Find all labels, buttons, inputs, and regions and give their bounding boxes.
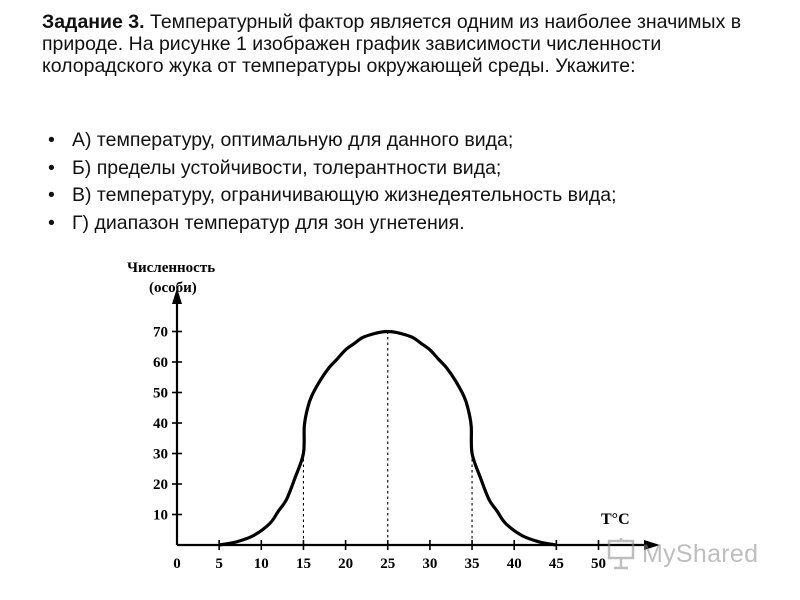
curve-point [420,343,423,345]
question-item: • В) температуру, ограничивающую жизнедея… [48,182,768,210]
y-tick-label: 20 [153,477,168,493]
question-list: • А) температуру, оптимальную для данного… [48,127,768,237]
presentation-board-icon [607,538,635,570]
task-number: Задание 3. [42,11,145,33]
curve-point [294,477,296,479]
chart-guides [302,331,473,545]
curve-point [353,343,355,345]
question-item: • А) температуру, оптимальную для данного… [48,127,768,155]
curve-point [302,452,305,455]
watermark-text: MyShared [642,539,759,568]
curve-point [446,367,448,369]
x-tick-label: 35 [465,556,480,572]
curve-point [336,358,338,360]
curve-point [479,477,482,479]
curve-point [319,379,321,381]
chart-labels: 0 5 10 15 20 25 30 35 40 45 50 10 20 30 40 50 60 70 Числен… [127,260,630,572]
x-tick-label: 30 [422,556,437,572]
question-text: Б) пределы устойчивости, толерантности в… [72,156,502,179]
y-tick-label: 60 [153,355,168,371]
curve-point [412,337,414,339]
curve-point [328,367,330,369]
y-tick-label: 30 [153,447,168,463]
curve-point [285,498,288,500]
x-tick-label: 5 [215,556,223,572]
curve-point [522,535,524,537]
x-axis-title: T°C [601,511,630,528]
bullet-mark: • [48,184,55,206]
curve-point [395,331,397,334]
x-tick-label: 10 [254,556,269,572]
bullet-mark: • [48,211,55,234]
curve-point [387,330,389,333]
y-tick-label: 10 [153,508,168,524]
y-tick-label: 50 [153,386,168,402]
x-tick-label: 45 [549,556,564,572]
curve-point [496,510,498,513]
curve-point [378,331,380,334]
curve-point [488,498,490,500]
watermark: MyShared [606,534,758,574]
question-text: А) температуру, оптимальную для данного … [72,129,514,151]
chart-curve-group [218,329,557,547]
curve-point [269,523,271,525]
curve-point [429,349,431,351]
curve-point [252,535,254,537]
curve-point [235,541,237,543]
curve-point [370,333,372,336]
x-tick-label: 40 [507,556,522,572]
x-tick-label: 25 [380,556,395,572]
curve-point [454,379,456,381]
curve-point [307,407,309,409]
curve-point [538,541,541,543]
x-tick-label: 0 [173,556,181,572]
y-tick-label: 40 [153,416,168,432]
chart-axes [172,288,660,550]
curve-point [437,358,439,360]
curve-point [218,544,220,546]
curve-point [463,394,465,397]
bullet-mark: • [48,156,55,179]
curve-point [471,452,473,455]
curve-point [277,510,279,513]
question-item: • Г) диапазон температур для зон угнетени… [48,210,768,238]
curve-point [555,544,557,546]
curve-point [467,407,469,409]
y-axis-title: Численность [127,260,215,276]
curve-point [505,523,507,525]
question-text: Г) диапазон температур для зон угнетения… [72,211,465,234]
y-axis-unit: (особи) [149,280,197,296]
x-tick-label: 20 [338,556,353,572]
x-tick-label: 15 [296,556,311,572]
curve-point [404,333,406,336]
x-tick-label: 50 [591,556,606,572]
curve-point [303,425,305,427]
curve-point [345,349,347,351]
bullet-mark: • [48,129,55,151]
x-axis-arrow [644,540,660,550]
curve-point [470,425,472,427]
y-axis-arrow [172,288,182,304]
task-text: Задание 3. Температурный фактор является… [42,11,762,77]
question-text: В) температуру, ограничивающую жизнедеят… [72,184,617,206]
task-description: Температурный фактор является одним из н… [42,11,742,77]
curve-point [311,394,313,397]
curve-point [361,337,364,339]
y-tick-label: 70 [153,325,168,341]
question-item: • Б) пределы устойчивости, толерантности … [48,155,768,183]
